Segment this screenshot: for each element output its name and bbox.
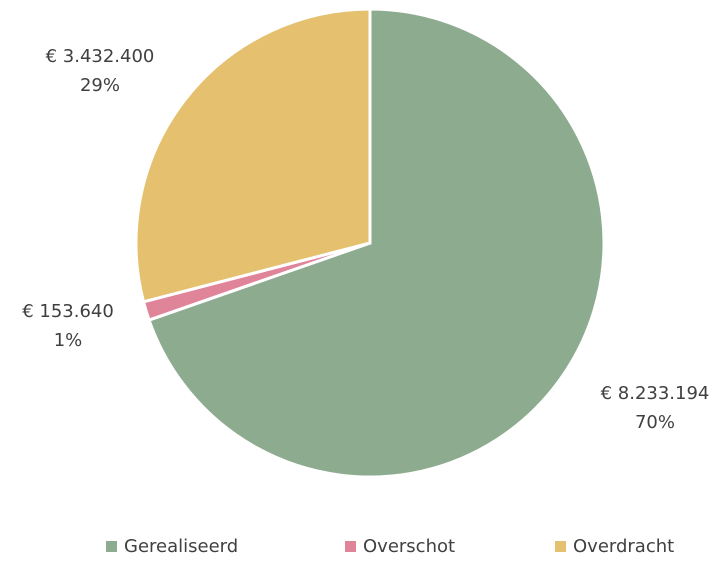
value-label: € 8.233.194 — [601, 383, 710, 404]
pie-slice — [147, 7, 606, 479]
value-label: € 3.432.400 — [46, 46, 155, 67]
percent-label: 29% — [80, 75, 120, 96]
pie-slice — [134, 7, 372, 304]
percent-label: 1% — [54, 330, 83, 351]
percent-label: 70% — [635, 412, 675, 433]
legend-label: Overschot — [363, 536, 455, 557]
legend-label: Gerealiseerd — [124, 536, 238, 557]
legend-swatch — [106, 541, 117, 552]
legend-label: Overdracht — [573, 536, 674, 557]
legend-swatch — [345, 541, 356, 552]
legend-swatch — [555, 541, 566, 552]
value-label: € 153.640 — [22, 301, 114, 322]
